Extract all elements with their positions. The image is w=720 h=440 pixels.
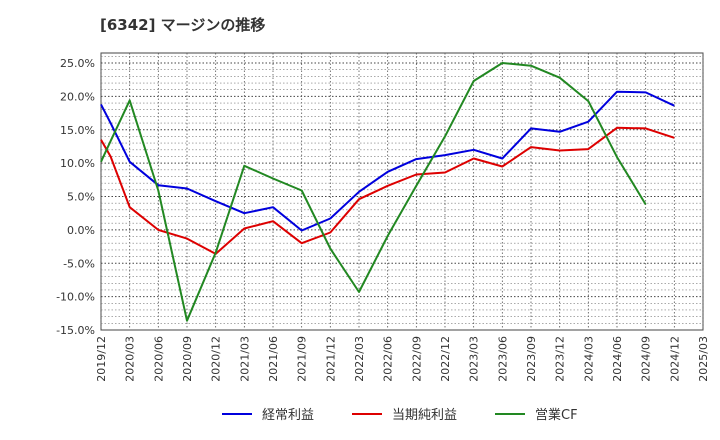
y-tick-label: 5.0%: [67, 191, 95, 204]
x-tick-label: 2023/12: [554, 336, 567, 382]
x-tick-label: 2024/09: [640, 336, 653, 382]
y-tick-label: -10.0%: [56, 291, 95, 304]
x-tick-label: 2022/06: [382, 336, 395, 382]
series-line-3: [100, 62, 647, 322]
x-tick-label: 2021/06: [267, 336, 280, 382]
x-tick-label: 2022/12: [439, 336, 452, 382]
y-tick-label: 25.0%: [60, 57, 95, 70]
x-tick-label: 2020/03: [124, 336, 137, 382]
series-line-1: [100, 90, 675, 232]
x-tick-label: 2019/12: [95, 336, 108, 382]
legend-label: 営業CF: [535, 407, 578, 423]
x-tick-label: 2021/09: [296, 336, 309, 382]
x-tick-label: 2024/03: [582, 336, 595, 382]
x-tick-label: 2020/09: [181, 336, 194, 382]
x-tick-label: 2021/03: [238, 336, 251, 382]
x-tick-label: 2022/09: [410, 336, 423, 382]
y-tick-label: -5.0%: [63, 257, 95, 270]
x-tick-label: 2022/03: [353, 336, 366, 382]
gridlines: [100, 53, 704, 331]
x-tick-label: 2024/06: [611, 336, 624, 382]
chart-title: [6342] マージンの推移: [100, 16, 265, 34]
x-tick-label: 2020/06: [152, 336, 165, 382]
x-tick-label: 2023/06: [496, 336, 509, 382]
x-axis: 2019/12 2020/03 2020/06 2020/09 2020/12 2021/…: [95, 336, 710, 382]
x-tick-label: 2021/12: [324, 336, 337, 382]
legend: 経常利益 当期純利益 営業CF: [222, 407, 578, 423]
plot-area: [100, 52, 704, 331]
series-lines: [100, 62, 675, 322]
y-tick-label: 15.0%: [60, 124, 95, 137]
legend-label: 当期純利益: [392, 408, 457, 423]
y-axis: 25.0% 20.0% 15.0% 10.0% 5.0% 0.0% -5.0% -10.0% -…: [56, 57, 95, 337]
x-tick-label: 2023/03: [468, 336, 481, 382]
x-tick-label: 2025/03: [697, 336, 710, 382]
x-tick-label: 2023/09: [525, 336, 538, 382]
y-tick-label: 10.0%: [60, 157, 95, 170]
y-tick-label: 0.0%: [67, 224, 95, 237]
legend-label: 経常利益: [262, 408, 314, 423]
y-tick-label: -15.0%: [56, 324, 95, 337]
x-tick-label: 2024/12: [668, 336, 681, 382]
x-tick-label: 2020/12: [210, 336, 223, 382]
series-line-2: [100, 126, 675, 255]
y-tick-label: 20.0%: [60, 90, 95, 103]
